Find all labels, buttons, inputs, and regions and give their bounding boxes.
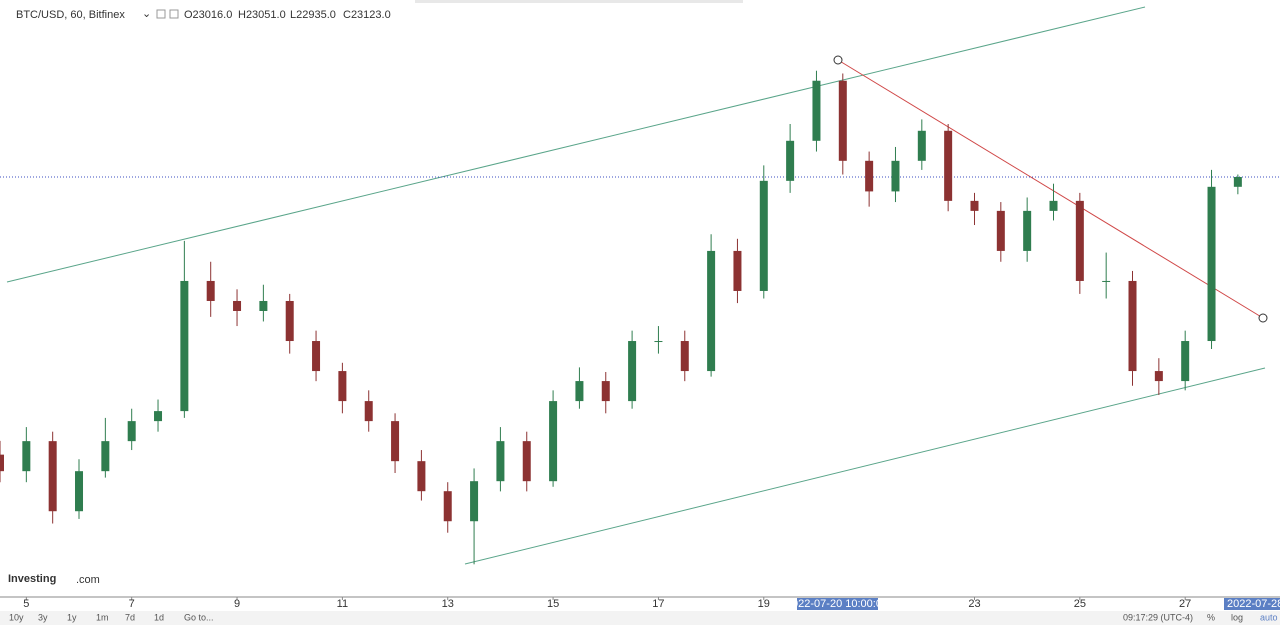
goto[interactable]: Go to...	[184, 612, 214, 622]
range-buttons: 10y 3y 1y 1m 7d 1d	[9, 612, 164, 622]
candle-body	[1023, 210, 1032, 251]
range-button[interactable]: 1d	[154, 612, 164, 622]
candle-body	[759, 180, 768, 291]
candle-body	[522, 441, 531, 482]
crosshair-label	[797, 598, 878, 610]
candle-body	[364, 401, 373, 422]
ohlc-low: L22935.0	[290, 9, 336, 21]
crosshair-text: 2022-07-28 12	[1227, 598, 1280, 610]
candle-body	[75, 471, 84, 512]
candle-body	[48, 441, 57, 512]
percent-toggle[interactable]: %	[1207, 612, 1215, 622]
x-tick-label: 17	[652, 598, 664, 610]
crosshair-label	[1224, 598, 1280, 610]
logo-suffix: .com	[76, 574, 100, 586]
ohlc-open: O23016.0	[184, 9, 232, 21]
candle-body	[733, 250, 742, 291]
icon[interactable]	[169, 9, 179, 19]
candle-body	[285, 300, 294, 342]
candle-body	[154, 411, 163, 422]
candle-body	[127, 421, 136, 442]
candle-body	[1181, 341, 1190, 382]
crosshair-text: 2022-07-20 10:00:00	[786, 598, 888, 610]
candle-body	[838, 80, 847, 161]
x-tick-label: 15	[547, 598, 559, 610]
dropdown-icon[interactable]: ⌄	[142, 8, 151, 20]
candle-body	[101, 441, 110, 472]
candle-body	[628, 341, 637, 402]
x-tick-label: 27	[1179, 598, 1191, 610]
candle-body	[654, 341, 663, 343]
ohlc-high: H23051.0	[238, 9, 286, 21]
candle-body	[601, 381, 610, 402]
candle-body	[259, 300, 268, 311]
candle-body	[786, 140, 795, 181]
range-button[interactable]: 3y	[38, 612, 48, 622]
candle-body	[470, 481, 479, 522]
candle-body	[391, 421, 400, 462]
candle-body	[917, 130, 926, 161]
line-handle[interactable]	[833, 55, 843, 65]
candle-body	[575, 381, 584, 402]
logo: Investing	[8, 573, 56, 585]
candle-body	[338, 371, 347, 402]
clock: 09:17:29 (UTC-4)	[1123, 612, 1193, 622]
auto-toggle[interactable]: auto	[1260, 612, 1278, 622]
plot	[0, 70, 1280, 565]
candle-body	[1102, 280, 1111, 282]
top-tab	[415, 0, 743, 3]
range-button[interactable]: 10y	[9, 612, 24, 622]
trend-line	[464, 367, 1266, 565]
x-tick-label: 25	[1074, 598, 1086, 610]
x-axis: 5 7 9 11 13 15 17 19 23 25 27	[23, 597, 1191, 610]
candle-body	[1049, 200, 1058, 211]
candle-body	[812, 80, 821, 141]
candle-body	[1128, 280, 1137, 372]
x-tick-label: 5	[23, 598, 29, 610]
candle-body	[496, 441, 505, 482]
toolbar	[0, 611, 1280, 625]
candle-body	[707, 250, 716, 372]
trend-line	[837, 59, 1264, 319]
x-tick-label: 13	[442, 598, 454, 610]
x-tick-label: 11	[337, 598, 348, 610]
candle-body	[443, 491, 452, 522]
log-toggle[interactable]: log	[1231, 612, 1243, 622]
candle-body	[1233, 176, 1242, 187]
candle-body	[233, 300, 242, 311]
x-tick-label: 19	[758, 598, 770, 610]
candle-body	[1207, 186, 1216, 342]
range-button[interactable]: 7d	[125, 612, 135, 622]
candle-body	[1154, 371, 1163, 382]
candle-body	[22, 441, 31, 472]
candle-body	[891, 160, 900, 192]
candle-body	[417, 461, 426, 492]
symbol[interactable]: BTC/USD, 60, Bitfinex	[16, 9, 125, 21]
candle-body	[996, 210, 1005, 251]
ohlc-close: C23123.0	[343, 9, 391, 21]
range-button[interactable]: 1m	[96, 612, 109, 622]
candle-body	[680, 341, 689, 372]
candle-body	[180, 280, 189, 412]
candle-body	[865, 160, 874, 192]
candle-body	[970, 200, 979, 211]
candle-body	[549, 401, 558, 482]
candle-body	[944, 130, 953, 201]
x-tick-label: 7	[129, 598, 135, 610]
candle-body	[0, 454, 4, 472]
range-button[interactable]: 1y	[67, 612, 77, 622]
icon[interactable]	[156, 9, 166, 19]
candle-body	[312, 341, 321, 372]
x-tick-label: 9	[234, 598, 240, 610]
candle-body	[206, 280, 215, 301]
x-tick-label: 23	[968, 598, 980, 610]
trend-line	[6, 6, 1146, 283]
candle-body	[1075, 200, 1084, 281]
line-handle[interactable]	[1258, 313, 1268, 323]
